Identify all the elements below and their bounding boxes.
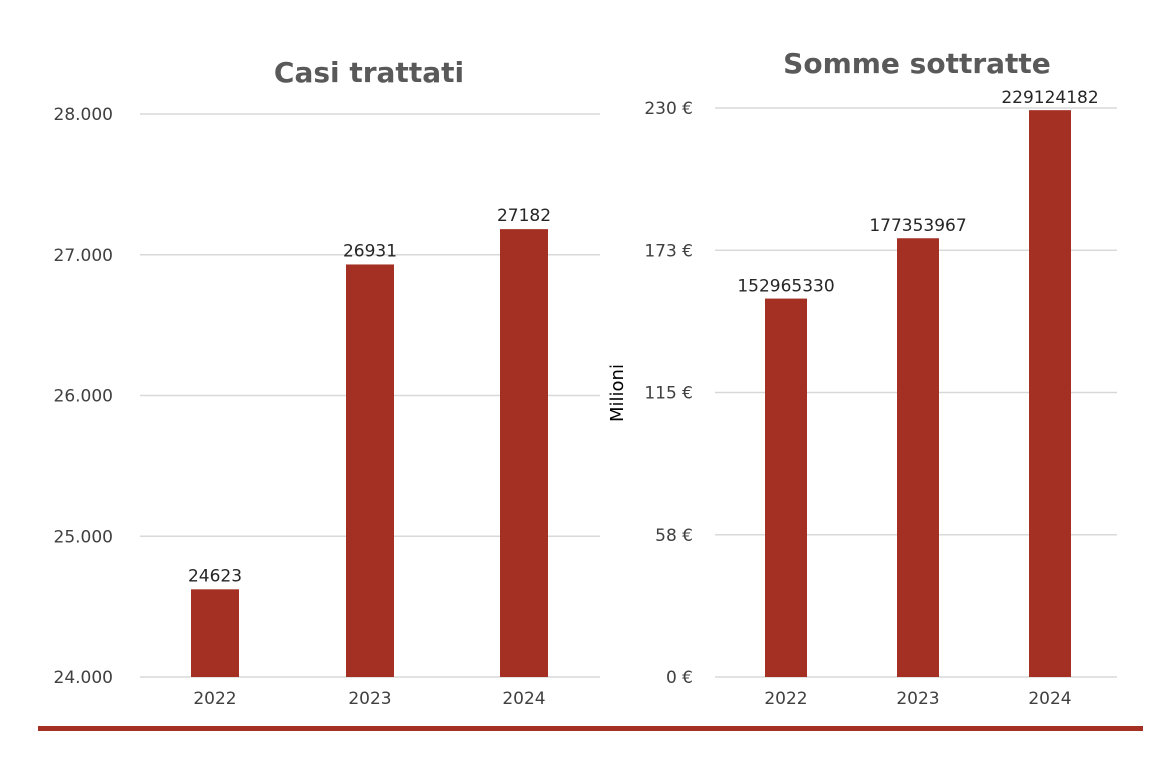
bar-2022	[765, 298, 807, 677]
bars	[191, 229, 548, 678]
y-tick-label: 115 €	[644, 384, 693, 404]
y-tick-label: 173 €	[644, 241, 693, 261]
bars	[765, 110, 1071, 678]
x-tick-label: 2022	[764, 689, 807, 709]
data-label: 26931	[343, 241, 397, 261]
bar-2023	[897, 238, 939, 678]
x-tick-label: 2023	[348, 689, 391, 709]
y-tick-label: 25.000	[54, 527, 113, 547]
chart-title: Somme sottratte	[783, 47, 1051, 80]
y-tick-label: 28.000	[54, 105, 113, 125]
y-tick-label: 0 €	[666, 668, 693, 688]
bottom-rule	[38, 726, 1143, 731]
y-tick-label: 58 €	[655, 526, 693, 546]
y-axis-label: Milioni	[607, 364, 628, 422]
data-labels: 24623 26931 27182	[188, 206, 551, 586]
chart-casi-trattati: Casi trattati 24.000 25.000 26.000 27.000 28…	[54, 56, 600, 709]
x-axis-ticks: 2022 2023 2024	[193, 689, 545, 709]
y-tick-label: 26.000	[54, 387, 113, 407]
chart-somme-sottratte: Somme sottratte Milioni 0 € 58 € 115 € 173 …	[607, 47, 1117, 709]
data-labels: 152965330 177353967 229124182	[737, 88, 1098, 296]
x-axis-ticks: 2022 2023 2024	[764, 689, 1071, 709]
x-tick-label: 2023	[896, 689, 939, 709]
bar-2023	[346, 264, 394, 677]
bar-2022	[191, 589, 239, 677]
data-label: 27182	[497, 206, 551, 226]
x-tick-label: 2024	[1028, 689, 1071, 709]
bar-2024	[1029, 110, 1071, 678]
y-axis-ticks: 24.000 25.000 26.000 27.000 28.000	[54, 105, 113, 688]
data-label: 152965330	[737, 277, 834, 297]
chart-title: Casi trattati	[274, 56, 464, 89]
data-label: 24623	[188, 566, 242, 586]
data-label: 177353967	[869, 216, 966, 236]
y-tick-label: 230 €	[644, 99, 693, 119]
y-tick-label: 24.000	[54, 668, 113, 688]
x-tick-label: 2022	[193, 689, 236, 709]
x-tick-label: 2024	[502, 689, 545, 709]
data-label: 229124182	[1001, 88, 1098, 108]
bar-2024	[500, 229, 548, 678]
y-tick-label: 27.000	[54, 246, 113, 266]
y-axis-ticks: 0 € 58 € 115 € 173 € 230 €	[644, 99, 693, 688]
